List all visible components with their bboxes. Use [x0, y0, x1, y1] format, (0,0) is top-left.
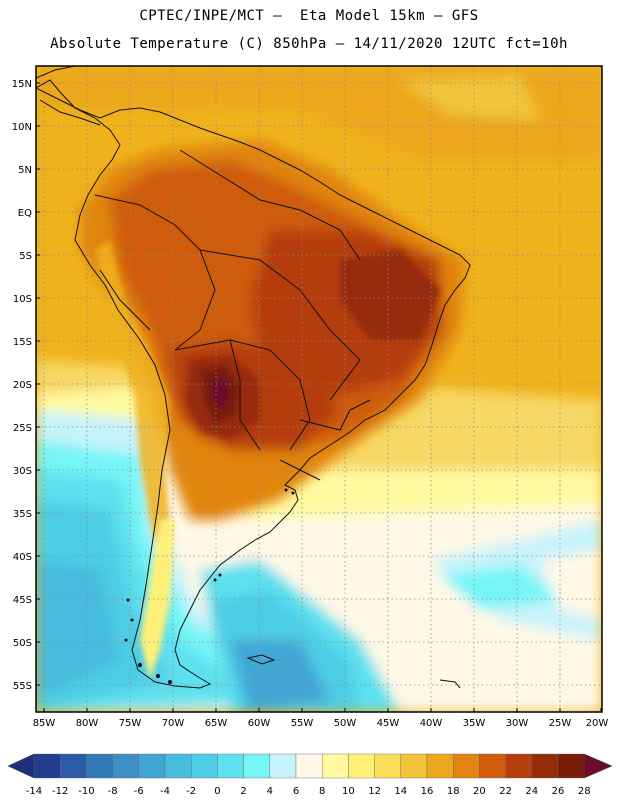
colorbar-segment [190, 753, 218, 779]
lat-label: 45S [13, 595, 32, 606]
coastline [36, 66, 471, 689]
lat-label: 5N [18, 165, 32, 176]
colorbar [7, 753, 613, 779]
colorbar-label: 0 [214, 786, 220, 797]
lon-label: 60W [248, 718, 271, 729]
colorbar-label: 20 [473, 786, 486, 797]
lat-label: 50S [13, 638, 32, 649]
lat-label: 55S [13, 681, 32, 692]
colorbar-label: -14 [26, 786, 42, 797]
lat-label: 15S [13, 337, 32, 348]
lon-label: 55W [291, 718, 314, 729]
lat-label: 15N [12, 79, 32, 90]
colorbar-label: -8 [108, 786, 118, 797]
colorbar-segment [400, 753, 428, 779]
colorbar-segment [269, 753, 297, 779]
lon-label: 45W [377, 718, 400, 729]
lat-label: EQ [18, 208, 32, 219]
lat-label: 20S [13, 380, 32, 391]
colorbar-label: 12 [368, 786, 381, 797]
lat-label: 5S [19, 251, 32, 262]
colorbar-label: -6 [134, 786, 144, 797]
colorbar-label: 28 [578, 786, 591, 797]
colorbar-over-arrow [583, 753, 613, 779]
temperature-field [36, 66, 602, 712]
lon-label: 85W [33, 718, 56, 729]
latitude-labels: 15N 10N 5N EQ 5S 10S 15S 20S 25S 30S 35S… [12, 79, 32, 692]
colorbar-labels: -14 -12 -10 -8 -6 -4 -2 0 2 4 6 8 10 12 14 16 18 20 22 24 26… [26, 786, 591, 797]
colorbar-segment [217, 753, 244, 779]
colorbar-label: 10 [342, 786, 355, 797]
colorbar-segment [453, 753, 480, 779]
lon-label: 70W [162, 718, 185, 729]
lat-label: 10S [13, 294, 32, 305]
colorbar-label: 26 [552, 786, 565, 797]
colorbar-segment [374, 753, 402, 779]
colorbar-segment [505, 753, 533, 779]
colorbar-label: 8 [319, 786, 325, 797]
colorbar-label: 14 [394, 786, 407, 797]
colorbar-label: -10 [78, 786, 94, 797]
lat-label: 10N [12, 122, 32, 133]
colorbar-segment [243, 753, 271, 779]
colorbar-segment [557, 753, 585, 779]
colorbar-label: -2 [186, 786, 196, 797]
colorbar-label: 6 [293, 786, 299, 797]
lat-label: 25S [13, 423, 32, 434]
colorbar-under-arrow [7, 753, 35, 779]
colorbar-label: -12 [52, 786, 68, 797]
lon-label: 65W [205, 718, 228, 729]
colorbar-label: 4 [267, 786, 273, 797]
colorbar-segment [164, 753, 192, 779]
southern-islands [124, 488, 295, 684]
colorbar-segment [33, 753, 61, 779]
colorbar-segment [138, 753, 166, 779]
colorbar-label: -4 [160, 786, 170, 797]
colorbar-label: 24 [525, 786, 538, 797]
lat-label: 35S [13, 509, 32, 520]
lon-label: 35W [463, 718, 486, 729]
colorbar-segment [112, 753, 139, 779]
colorbar-label: 18 [447, 786, 460, 797]
lon-label: 40W [420, 718, 443, 729]
colorbar-label: 2 [240, 786, 246, 797]
colorbar-segment [531, 753, 559, 779]
map-title-line-2: Absolute Temperature (C) 850hPa – 14/11/… [50, 36, 568, 52]
lon-label: 80W [76, 718, 99, 729]
colorbar-segment [348, 753, 375, 779]
lat-label: 30S [13, 466, 32, 477]
lon-label: 50W [334, 718, 357, 729]
colorbar-label: 22 [499, 786, 512, 797]
colorbar-segment [295, 753, 323, 779]
colorbar-segment [60, 753, 87, 779]
colorbar-segment [426, 753, 454, 779]
colorbar-label: 16 [421, 786, 434, 797]
lon-label: 75W [119, 718, 142, 729]
lon-label: 25W [549, 718, 572, 729]
colorbar-segment [86, 753, 113, 779]
lon-label: 30W [506, 718, 529, 729]
colorbar-segment [479, 753, 506, 779]
colorbar-segment [322, 753, 349, 779]
map-title-line-1: CPTEC/INPE/MCT – Eta Model 15km – GFS [139, 8, 479, 24]
longitude-labels: 85W 80W 75W 70W 65W 60W 55W 50W 45W 40W … [33, 718, 609, 729]
lon-label: 20W [586, 718, 609, 729]
lat-label: 40S [13, 552, 32, 563]
axis-ticks [36, 82, 602, 712]
map-frame [35, 65, 603, 713]
